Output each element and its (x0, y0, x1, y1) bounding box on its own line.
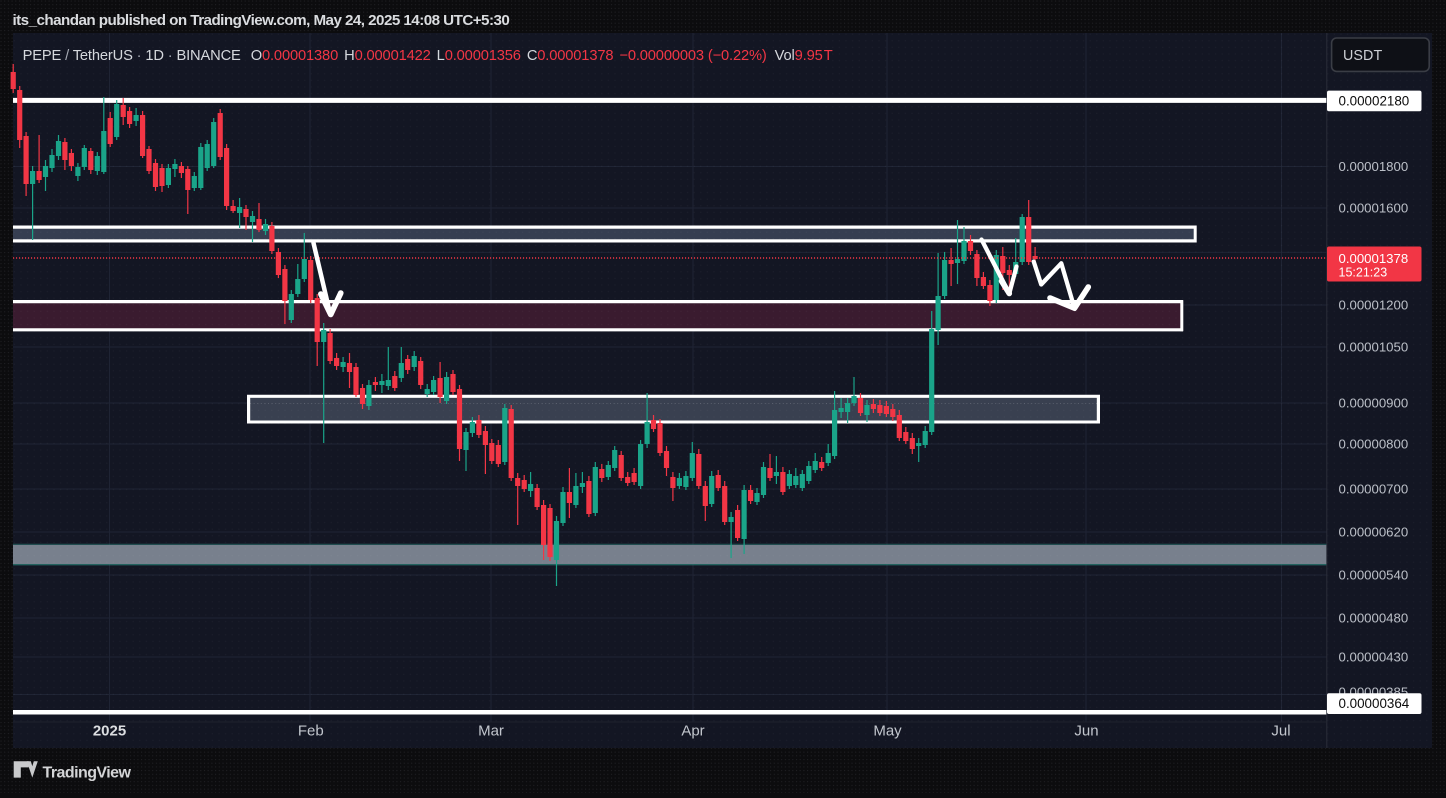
svg-text:0.00002180: 0.00002180 (1339, 93, 1410, 108)
svg-text:0.00000800: 0.00000800 (1339, 437, 1409, 452)
svg-text:Jun: Jun (1074, 723, 1098, 740)
svg-text:0.00001200: 0.00001200 (1339, 298, 1409, 313)
svg-text:0.00001378: 0.00001378 (1339, 251, 1409, 266)
svg-text:USDT: USDT (1343, 48, 1382, 64)
svg-text:0.00000364: 0.00000364 (1339, 696, 1410, 711)
svg-text:its_chandan published on Tradi: its_chandan published on TradingView.com… (13, 12, 510, 29)
svg-text:TradingView: TradingView (43, 765, 132, 782)
svg-text:0.00000430: 0.00000430 (1339, 650, 1409, 665)
svg-text:May: May (873, 723, 902, 740)
svg-text:0.00001600: 0.00001600 (1339, 201, 1409, 216)
svg-text:Feb: Feb (298, 723, 324, 740)
svg-text:0.00001800: 0.00001800 (1339, 159, 1409, 174)
svg-text:0.00000480: 0.00000480 (1339, 611, 1409, 626)
svg-text:0.00000900: 0.00000900 (1339, 396, 1409, 411)
svg-text:0.00000620: 0.00000620 (1339, 525, 1409, 540)
svg-text:PEPE / TetherUS · 1D · BINANCE: PEPE / TetherUS · 1D · BINANCE O0.0000138… (23, 48, 833, 64)
svg-text:2025: 2025 (93, 723, 126, 740)
svg-text:Mar: Mar (478, 723, 504, 740)
svg-text:15:21:23: 15:21:23 (1339, 266, 1388, 280)
svg-text:Apr: Apr (681, 723, 704, 740)
svg-text:0.00001050: 0.00001050 (1339, 340, 1409, 355)
svg-text:Jul: Jul (1271, 723, 1290, 740)
svg-text:0.00000540: 0.00000540 (1339, 568, 1409, 583)
svg-text:0.00000700: 0.00000700 (1339, 482, 1409, 497)
